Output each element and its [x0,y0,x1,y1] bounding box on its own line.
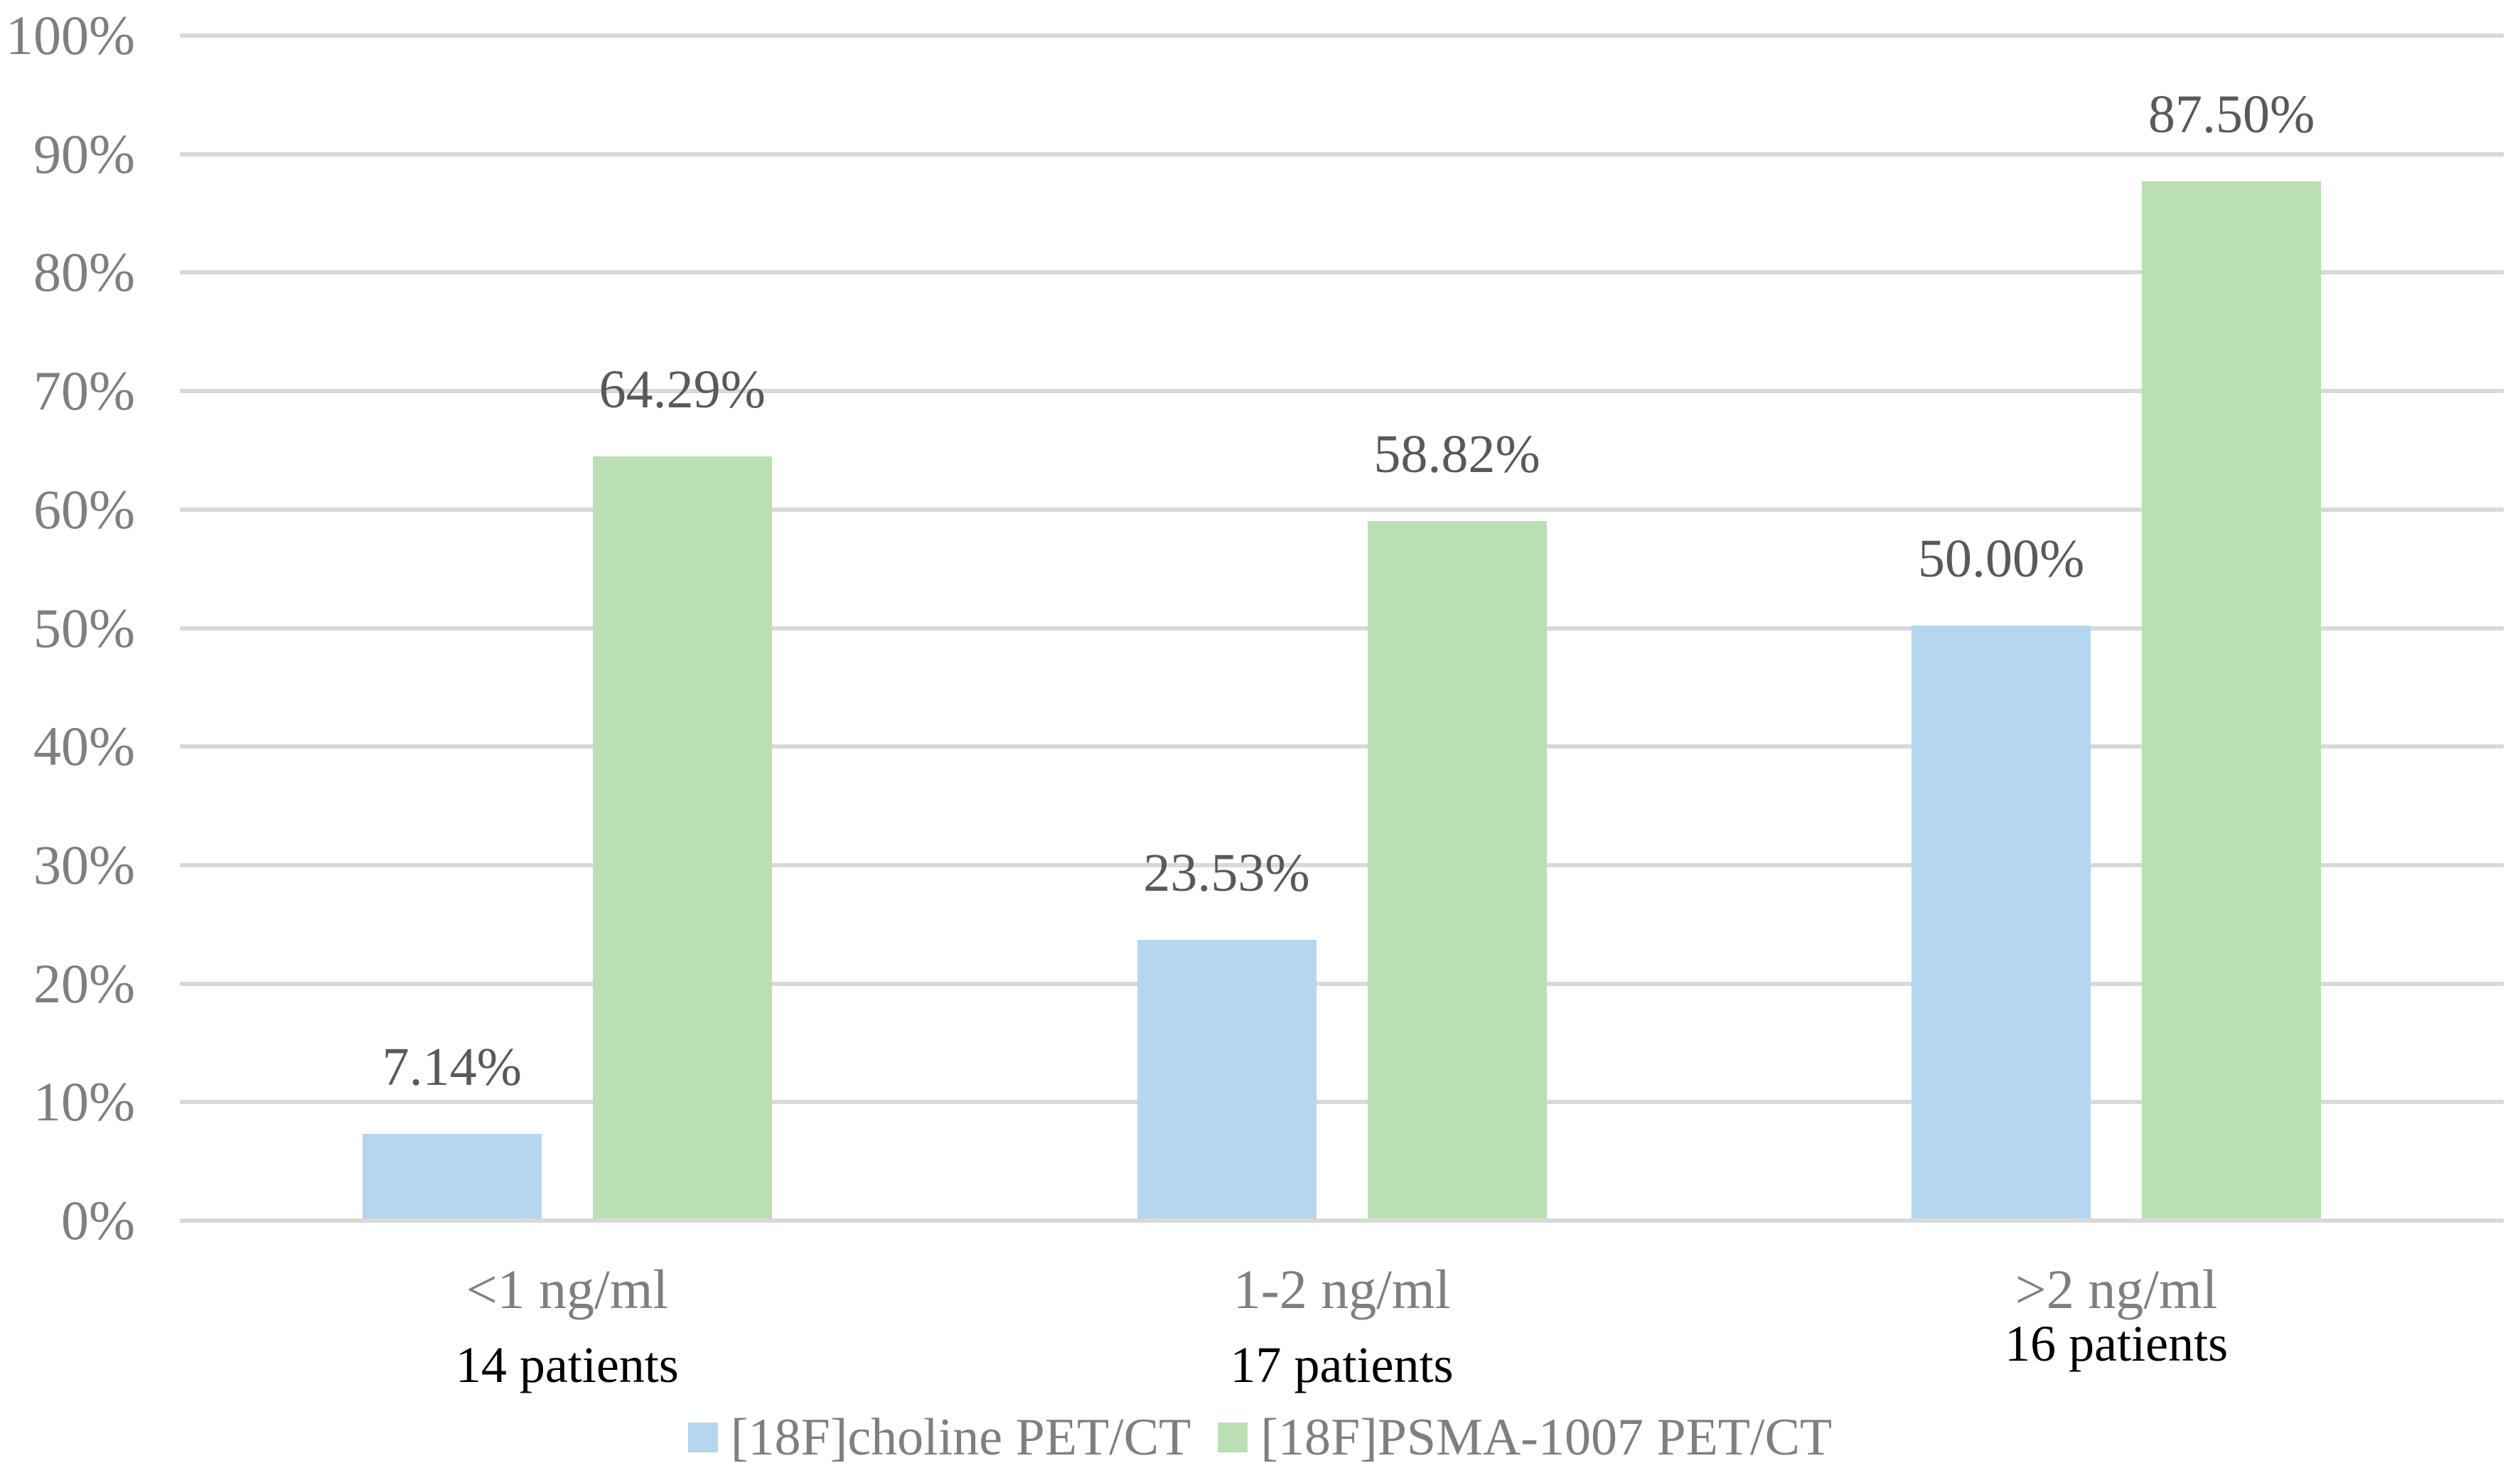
bar-value-label: 23.53% [1143,843,1310,903]
bar-value-label: 50.00% [1918,529,2085,589]
legend-swatch-choline [687,1423,718,1452]
y-axis-tick-label: 60% [33,478,135,540]
category-label: 1-2 ng/ml [1233,1258,1451,1320]
gridline [180,507,2504,512]
legend-label-choline: [18F]choline PET/CT [730,1408,1191,1467]
gridline [180,626,2504,631]
y-axis-tick-label: 80% [33,241,135,304]
legend-item-choline: [18F]choline PET/CT [687,1408,1191,1467]
y-axis-tick-label: 0% [61,1189,135,1251]
patients-label: 14 patients [455,1337,679,1393]
bar-psma [592,456,772,1218]
y-axis-tick-label: 30% [33,833,135,896]
bar-choline [362,1134,542,1218]
gridline [180,389,2504,394]
bar-choline [1137,940,1317,1218]
y-axis-tick-label: 20% [33,952,135,1014]
patients-label: 16 patients [2005,1315,2229,1372]
legend-label-psma: [18F]PSMA-1007 PET/CT [1260,1408,1833,1467]
bar-psma [1367,521,1547,1218]
y-axis-tick-label: 40% [33,715,135,778]
bar-value-label: 7.14% [382,1037,522,1097]
gridline [180,33,2504,38]
gridline [180,1218,2504,1223]
y-axis-tick-label: 90% [33,122,135,185]
gridline [180,744,2504,749]
bar-choline [1912,626,2091,1218]
legend-swatch-psma [1218,1423,1248,1452]
gridline [180,981,2504,986]
legend: [18F]choline PET/CT [18F]PSMA-1007 PET/CT [0,1409,2520,1466]
category-label: >2 ng/ml [2015,1258,2218,1320]
y-axis-tick-label: 100% [6,4,135,66]
gridline [180,270,2504,275]
bar-psma [2142,181,2322,1218]
legend-item-psma: [18F]PSMA-1007 PET/CT [1218,1409,1832,1466]
gridline [180,862,2504,867]
bar-value-label: 87.50% [2148,85,2315,144]
y-axis-tick-label: 50% [33,596,135,659]
category-label: <1 ng/ml [466,1258,669,1320]
y-axis-tick-label: 10% [33,1071,135,1133]
gridline [180,151,2504,156]
y-axis-tick-label: 70% [33,360,135,422]
bar-value-label: 58.82% [1373,424,1540,484]
bar-value-label: 64.29% [599,360,766,419]
patients-label: 17 patients [1230,1337,1454,1393]
gridline [180,1100,2504,1105]
